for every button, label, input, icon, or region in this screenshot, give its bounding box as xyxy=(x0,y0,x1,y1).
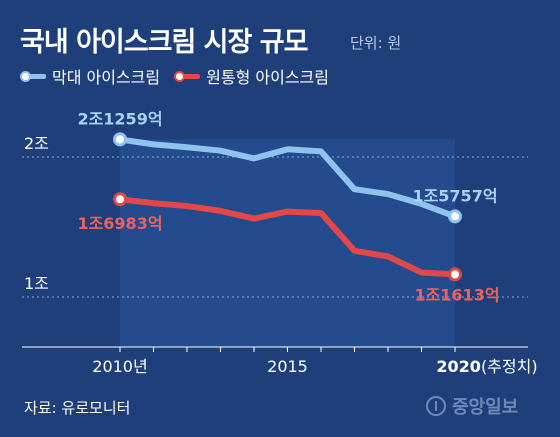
y-tick-label-1: 2조 xyxy=(24,134,49,153)
data-label-cone-last: 1조1613억 xyxy=(414,285,499,304)
legend-label-bar: 막대 아이스크림 xyxy=(52,68,161,87)
y-tick-label-0: 1조 xyxy=(24,274,49,293)
plot-band xyxy=(120,139,455,347)
logo-text: 중앙일보 xyxy=(452,397,519,418)
series-line-cone xyxy=(117,196,458,278)
point-cone-last xyxy=(448,267,462,282)
legend: 막대 아이스크림 원통형 아이스크림 xyxy=(20,64,343,88)
x-tick-label-0: 2010년 xyxy=(92,357,147,376)
data-label-bar-first: 2조1259억 xyxy=(77,109,162,128)
logo-mark-icon xyxy=(426,396,446,416)
legend-swatch-cone xyxy=(174,69,201,83)
legend-item-bar: 막대 아이스크림 xyxy=(20,64,160,88)
chart-title: 국내 아이스크림 시장 규모 xyxy=(20,27,308,58)
source-label: 자료: 유로모니터 xyxy=(24,399,131,417)
series-line-bar xyxy=(117,136,458,220)
legend-swatch-bar xyxy=(20,69,46,83)
legend-item-cone: 원통형 아이스크림 xyxy=(174,64,329,88)
unit-label: 단위: 원 xyxy=(350,34,402,52)
x-tick-label-1: 2015 xyxy=(267,357,308,376)
x-tick-label-2: 2020(추정치) xyxy=(436,357,537,376)
publisher-logo: 중앙일보 xyxy=(426,393,518,419)
point-bar-last xyxy=(448,209,462,224)
data-label-bar-last: 1조5757억 xyxy=(412,186,497,205)
point-bar-first xyxy=(113,132,127,147)
data-label-cone-first: 1조6983억 xyxy=(77,214,162,233)
legend-label-cone: 원통형 아이스크림 xyxy=(206,68,329,87)
point-cone-first xyxy=(113,192,127,207)
